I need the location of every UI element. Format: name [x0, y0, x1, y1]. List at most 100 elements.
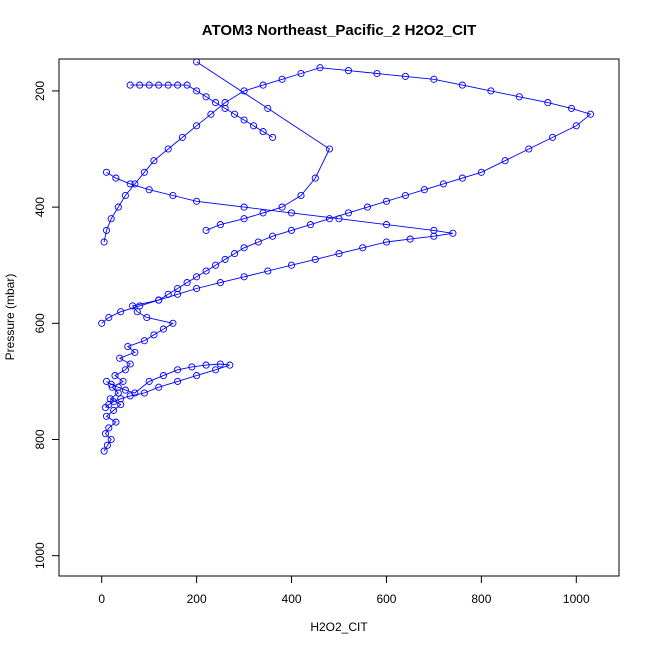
data-point: [103, 441, 111, 449]
x-tick-label: 800: [471, 592, 491, 606]
data-point: [150, 331, 158, 339]
x-tick-label: 1000: [563, 592, 590, 606]
y-axis-label: Pressure (mbar): [3, 274, 17, 361]
data-point: [164, 81, 172, 89]
data-point: [458, 81, 466, 89]
data-point: [259, 209, 267, 217]
data-point: [344, 67, 353, 75]
data-point: [278, 75, 286, 83]
data-point: [287, 261, 296, 269]
data-point: [126, 392, 134, 400]
data-point: [401, 191, 409, 200]
data-point: [178, 133, 186, 141]
data-point: [117, 308, 125, 316]
data-point: [174, 81, 182, 89]
data-series: [98, 168, 457, 327]
data-point: [212, 99, 220, 107]
data-point: [136, 81, 144, 89]
data-point: [363, 203, 372, 211]
series-line: [105, 363, 230, 408]
series-line: [103, 67, 592, 452]
data-point: [107, 380, 115, 388]
data-point: [174, 366, 182, 374]
data-point: [240, 203, 248, 211]
data-point: [193, 372, 201, 380]
data-point: [114, 203, 122, 211]
data-point: [183, 279, 191, 287]
data-point: [121, 366, 129, 374]
data-point: [525, 145, 533, 153]
data-series-layer: [98, 58, 595, 455]
y-tick-label: 400: [33, 197, 47, 217]
data-point: [140, 337, 148, 345]
data-point: [174, 290, 182, 298]
data-point: [136, 302, 144, 310]
data-point: [231, 250, 239, 258]
data-point: [335, 215, 343, 223]
data-point: [193, 197, 201, 205]
data-point: [240, 244, 248, 252]
data-point: [193, 273, 201, 281]
x-tick-label: 600: [376, 592, 396, 606]
data-point: [159, 372, 167, 380]
data-point: [202, 267, 210, 275]
data-point: [145, 186, 153, 194]
x-axis: 0 200 400 600 800 1000: [98, 575, 590, 606]
data-point: [297, 191, 305, 200]
data-point: [477, 168, 485, 176]
data-point: [549, 133, 557, 141]
data-point: [126, 180, 134, 188]
data-point: [114, 383, 122, 391]
data-point: [240, 116, 248, 124]
data-point: [202, 93, 210, 101]
data-point: [133, 308, 141, 316]
data-point: [131, 180, 139, 188]
data-point: [430, 75, 438, 83]
data-point: [98, 319, 106, 327]
data-point: [101, 403, 110, 412]
data-point: [155, 81, 163, 89]
series-line: [196, 61, 331, 231]
data-point: [105, 424, 113, 432]
data-point: [124, 342, 132, 351]
data-point: [111, 372, 119, 380]
data-point: [406, 235, 414, 243]
data-point: [121, 386, 129, 394]
y-tick-label: 200: [33, 81, 47, 101]
data-point: [100, 447, 108, 455]
x-tick-label: 400: [282, 592, 302, 606]
series-line: [101, 171, 453, 324]
data-point: [250, 122, 258, 130]
data-point: [501, 157, 509, 165]
x-tick-label: 200: [187, 592, 207, 606]
data-point: [544, 99, 552, 107]
data-point: [100, 238, 108, 246]
data-series: [101, 360, 234, 412]
data-point: [487, 87, 495, 95]
data-point: [183, 81, 191, 89]
data-point: [231, 110, 239, 118]
data-point: [105, 313, 113, 322]
data-point: [430, 226, 438, 234]
data-point: [126, 81, 134, 89]
data-point: [164, 145, 172, 153]
data-point: [382, 238, 391, 246]
data-point: [101, 430, 110, 438]
data-point: [193, 122, 201, 130]
data-point: [212, 261, 220, 269]
data-point: [131, 348, 139, 356]
data-point: [382, 221, 391, 229]
data-point: [150, 157, 158, 165]
chart-title: ATOM3 Northeast_Pacific_2 H2O2_CIT: [202, 22, 477, 39]
data-point: [202, 361, 210, 369]
data-point: [169, 191, 177, 200]
data-series: [126, 81, 277, 141]
data-point: [110, 406, 118, 414]
data-point: [188, 363, 196, 371]
data-point: [439, 180, 447, 188]
data-point: [155, 383, 163, 391]
data-point: [572, 122, 580, 130]
data-point: [325, 215, 334, 223]
data-point: [269, 232, 277, 240]
data-point: [119, 377, 127, 385]
